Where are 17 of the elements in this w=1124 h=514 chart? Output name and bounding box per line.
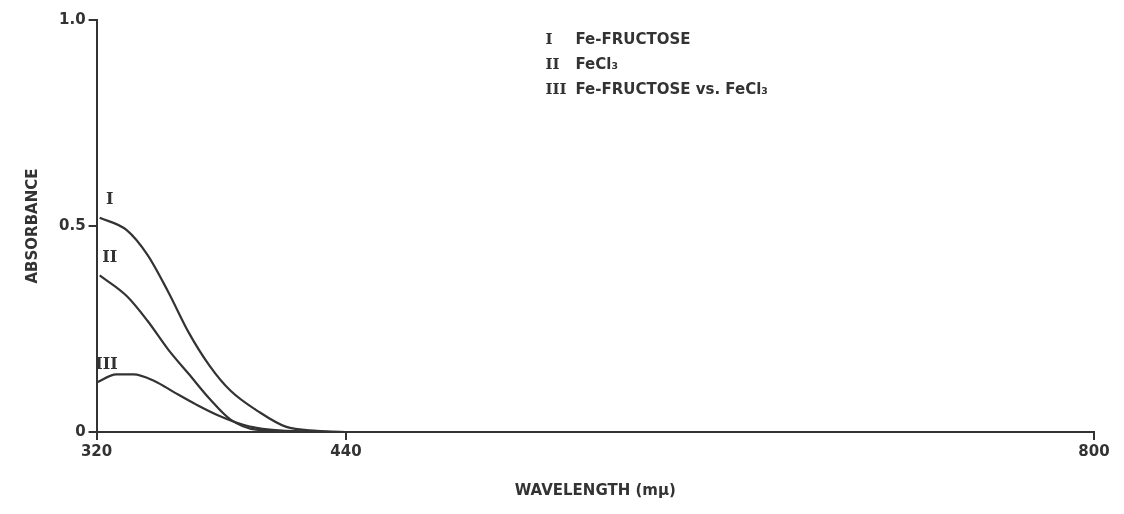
x-axis-title: WAVELENGTH (mμ) [514, 480, 676, 499]
series-label: II [102, 246, 118, 266]
series-label: I [105, 188, 114, 208]
x-tick-label: 440 [330, 441, 362, 460]
y-tick-label: 0 [75, 421, 86, 440]
series-label: III [95, 353, 118, 373]
y-axis-title: ABSORBANCE [22, 168, 41, 284]
annotation: FeCl₃ [575, 54, 618, 73]
text: I [545, 29, 553, 48]
text: II [545, 54, 560, 73]
annotation: Fe-FRUCTOSE vs. FeCl₃ [575, 79, 768, 98]
x-tick-label: 320 [80, 441, 113, 460]
x-tick-label: 800 [1078, 441, 1110, 460]
y-tick-label: 0.5 [58, 215, 86, 234]
y-tick-label: 1.0 [58, 9, 86, 28]
text: III [545, 79, 567, 98]
annotation: Fe-FRUCTOSE [575, 29, 691, 48]
